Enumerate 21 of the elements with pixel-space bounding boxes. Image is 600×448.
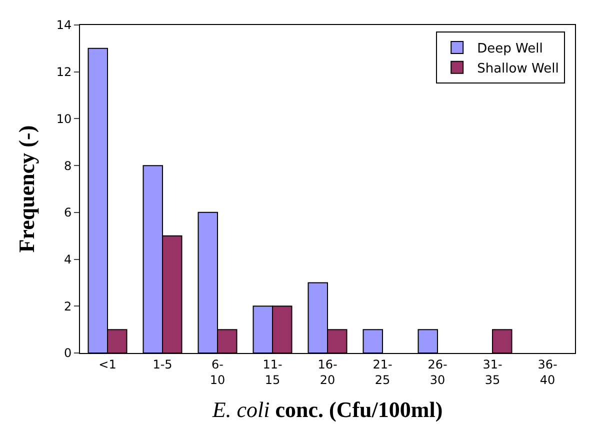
x-tick-label: 1-5 — [152, 357, 172, 372]
y-tick-label: 0 — [64, 346, 72, 360]
legend-label: Deep Well — [477, 42, 543, 57]
x-tick-label: 6-10 — [210, 357, 226, 387]
y-tick-label: 8 — [64, 158, 72, 173]
x-tick-label: <1 — [98, 357, 116, 372]
x-tick-label: 16-20 — [318, 357, 338, 387]
y-tick-label: 12 — [56, 65, 72, 80]
y-tick-label: 2 — [64, 299, 72, 314]
x-tick-label: 11-15 — [262, 357, 282, 387]
x-tick-label: 36-40 — [538, 357, 558, 387]
x-tick-label: 31-35 — [482, 357, 502, 387]
y-tick-label: 14 — [56, 18, 72, 32]
y-tick-label: 6 — [64, 206, 72, 220]
x-tick-label: 26-30 — [428, 357, 448, 387]
legend-label: Shallow Well — [477, 61, 559, 76]
y-axis-title: Frequency (-) — [14, 125, 40, 253]
y-tick-label: 10 — [56, 112, 72, 126]
x-axis-title: E. coli conc. (Cfu/100ml) — [211, 396, 443, 422]
y-tick-label: 4 — [64, 252, 72, 266]
x-tick-label: 21-25 — [372, 357, 392, 387]
